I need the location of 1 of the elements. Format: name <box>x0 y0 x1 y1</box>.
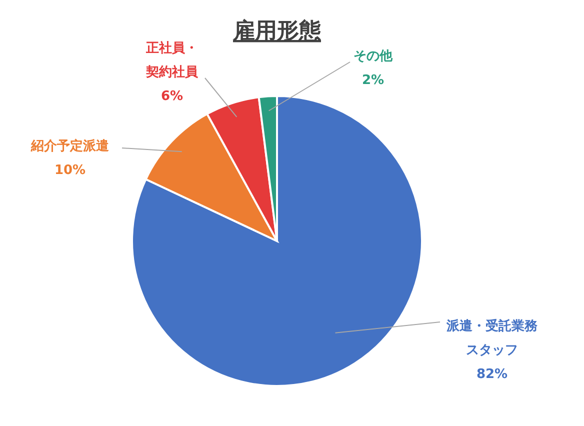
title: 雇用形態 <box>233 19 321 44</box>
